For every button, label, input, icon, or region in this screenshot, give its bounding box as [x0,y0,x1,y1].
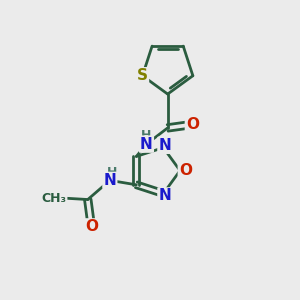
Text: N: N [158,188,171,203]
Text: N: N [140,136,153,152]
Text: H: H [141,129,151,142]
Text: N: N [158,138,171,153]
Text: O: O [186,118,199,133]
Text: H: H [107,166,117,178]
Text: N: N [103,173,116,188]
Text: O: O [86,219,99,234]
Text: CH₃: CH₃ [41,192,66,205]
Text: O: O [179,163,192,178]
Text: S: S [137,68,148,83]
